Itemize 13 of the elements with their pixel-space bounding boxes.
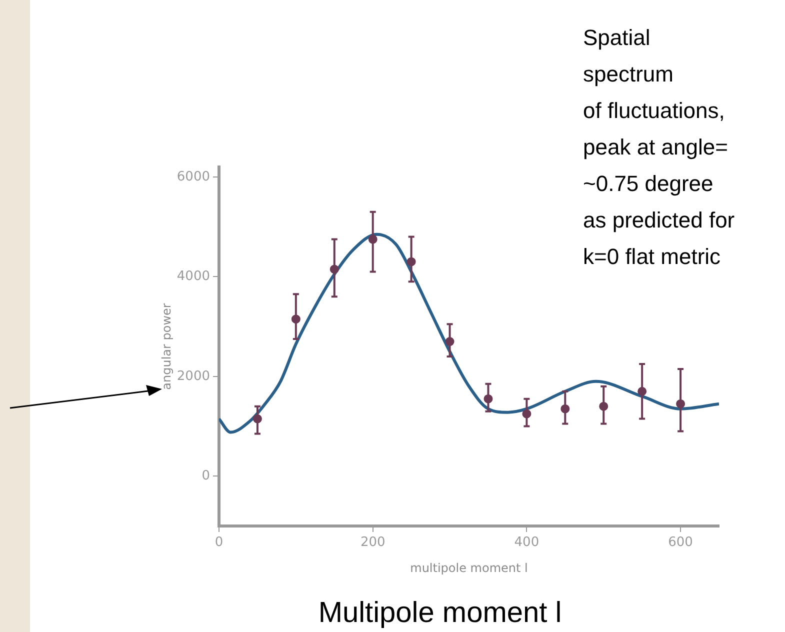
annotation: Spatial spectrum of fluctuations, peak at angle= ~0.75 degree as predicted for k=0 flat metric	[583, 25, 735, 269]
x-tick-label: 600	[668, 535, 693, 550]
y-tick-label: 2000	[176, 368, 210, 384]
y-tick-label: 6000	[176, 169, 210, 184]
y-axis-title: angular power	[159, 303, 174, 390]
text: Multipole moment l	[318, 597, 562, 629]
x-tick-label: 0	[214, 535, 224, 550]
line-series	[219, 232, 719, 434]
x-axis-title: multipole moment l	[410, 560, 528, 575]
y-tick-label: 4000	[176, 269, 210, 284]
y-tick-label: 0	[202, 468, 210, 484]
x-tick-label: 400	[514, 535, 540, 550]
x-tick-label: 200	[360, 535, 386, 550]
